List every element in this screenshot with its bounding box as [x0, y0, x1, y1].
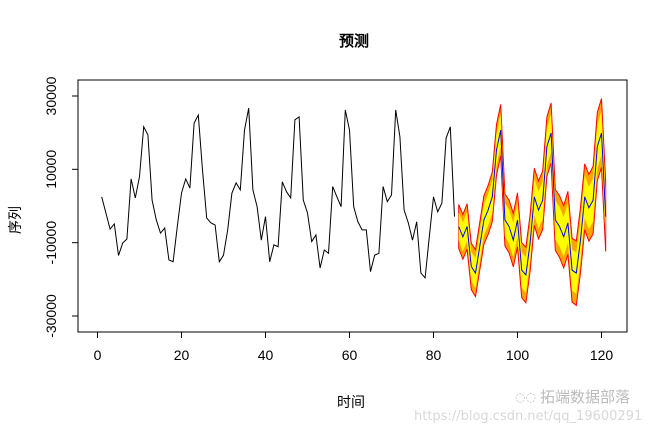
forecast-mean-line — [458, 129, 607, 277]
x-tick-label: 80 — [426, 347, 442, 363]
chart-title: 预测 — [339, 32, 369, 50]
x-tick-label: 100 — [506, 347, 530, 363]
x-tick-label: 60 — [342, 347, 358, 363]
x-tick-label: 20 — [174, 347, 190, 363]
x-axis-label: 时间 — [337, 395, 365, 411]
y-tick-label: -30000 — [43, 294, 59, 338]
y-axis: -30000 -10000 10000 30000 — [43, 76, 79, 338]
watermark-brand: ◌◌ 拓端数据部落 — [515, 389, 630, 406]
x-tick-label: 40 — [258, 347, 274, 363]
history-line — [101, 107, 455, 280]
watermark-url: https://blog.csdn.net/qq_19600291 — [414, 409, 643, 424]
y-tick-label: 10000 — [43, 150, 59, 189]
x-tick-label: 120 — [590, 347, 614, 363]
x-tick-label: 0 — [94, 347, 102, 363]
x-axis: 0 20 40 60 80 100 120 — [94, 331, 614, 363]
y-axis-label: 序列 — [8, 206, 24, 234]
wechat-icon: ◌◌ — [515, 390, 536, 404]
watermark-brand-text: 拓端数据部落 — [539, 388, 630, 406]
y-tick-label: 30000 — [43, 76, 59, 115]
y-tick-label: -10000 — [43, 221, 59, 265]
